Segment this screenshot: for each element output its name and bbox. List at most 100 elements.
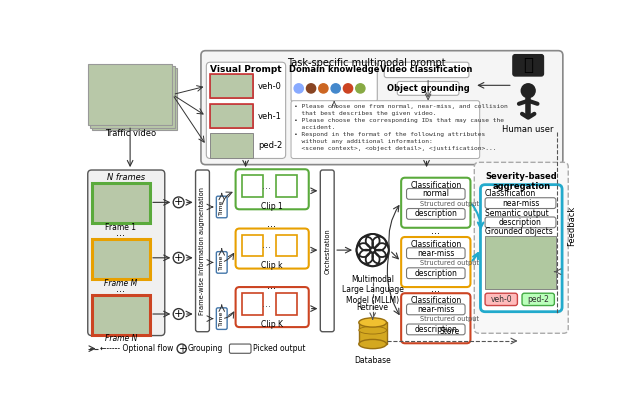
Text: Structured output: Structured output xyxy=(420,201,479,207)
FancyBboxPatch shape xyxy=(216,308,227,329)
Text: Picked output: Picked output xyxy=(253,344,305,353)
Circle shape xyxy=(294,84,303,93)
Text: ped-2: ped-2 xyxy=(258,141,282,150)
Text: near-miss: near-miss xyxy=(502,199,539,208)
Text: Clip 1: Clip 1 xyxy=(261,202,283,211)
Text: ...: ... xyxy=(262,241,271,251)
Text: Time: Time xyxy=(220,311,224,326)
Text: description: description xyxy=(414,325,457,334)
Text: Feedback: Feedback xyxy=(566,206,576,245)
Circle shape xyxy=(331,84,340,93)
Text: ...: ... xyxy=(268,280,276,291)
FancyBboxPatch shape xyxy=(513,54,543,76)
Text: ...: ... xyxy=(116,228,125,238)
Text: Frame N: Frame N xyxy=(105,334,137,343)
Text: ...: ... xyxy=(262,299,271,309)
Text: ...: ... xyxy=(431,284,440,294)
FancyBboxPatch shape xyxy=(522,293,554,305)
FancyBboxPatch shape xyxy=(216,251,227,273)
Text: Video classification: Video classification xyxy=(380,65,473,75)
Bar xyxy=(92,69,177,130)
Text: Frame M: Frame M xyxy=(104,279,138,288)
Bar xyxy=(210,104,253,129)
Text: N frames: N frames xyxy=(107,173,145,182)
Ellipse shape xyxy=(359,318,387,327)
Bar xyxy=(210,74,253,98)
Text: Structured output: Structured output xyxy=(420,316,479,322)
Bar xyxy=(92,183,150,223)
Text: Visual Prompt: Visual Prompt xyxy=(210,65,282,75)
Text: Structured output: Structured output xyxy=(420,260,479,266)
Bar xyxy=(242,235,263,256)
FancyBboxPatch shape xyxy=(384,62,469,78)
Ellipse shape xyxy=(359,339,387,349)
FancyBboxPatch shape xyxy=(236,287,308,327)
Text: near-miss: near-miss xyxy=(417,305,454,314)
FancyBboxPatch shape xyxy=(320,170,334,332)
Text: Traffic video: Traffic video xyxy=(104,129,156,137)
Text: ...: ... xyxy=(116,285,125,294)
Circle shape xyxy=(307,84,316,93)
Bar xyxy=(210,133,253,158)
Bar xyxy=(276,175,297,197)
Text: ped-2: ped-2 xyxy=(527,295,549,304)
FancyBboxPatch shape xyxy=(291,62,378,102)
Circle shape xyxy=(173,309,184,320)
Text: ...: ... xyxy=(268,219,276,229)
Text: Clip K: Clip K xyxy=(260,320,283,328)
FancyBboxPatch shape xyxy=(406,248,465,259)
FancyBboxPatch shape xyxy=(230,344,251,353)
Circle shape xyxy=(319,84,328,93)
Text: veh-1: veh-1 xyxy=(258,112,282,120)
Bar xyxy=(88,64,172,125)
Text: +: + xyxy=(174,197,183,208)
Text: description: description xyxy=(414,269,457,278)
FancyBboxPatch shape xyxy=(406,268,465,278)
Text: Time: Time xyxy=(220,199,224,215)
Circle shape xyxy=(356,84,365,93)
FancyBboxPatch shape xyxy=(196,170,209,332)
Text: Frame-wise information augmentation: Frame-wise information augmentation xyxy=(200,187,205,315)
FancyBboxPatch shape xyxy=(485,293,517,305)
Circle shape xyxy=(173,252,184,263)
Text: description: description xyxy=(499,218,542,227)
Bar xyxy=(242,175,263,197)
Text: Object grounding: Object grounding xyxy=(387,84,470,93)
FancyBboxPatch shape xyxy=(401,237,470,287)
FancyBboxPatch shape xyxy=(236,169,308,209)
FancyBboxPatch shape xyxy=(88,170,164,336)
Circle shape xyxy=(344,84,353,93)
Text: normal: normal xyxy=(422,189,449,198)
FancyBboxPatch shape xyxy=(216,196,227,218)
Text: Task-specific multimodal prompt: Task-specific multimodal prompt xyxy=(287,58,446,68)
FancyBboxPatch shape xyxy=(474,162,568,333)
Bar xyxy=(210,74,253,98)
Text: ←----- Optional flow: ←----- Optional flow xyxy=(100,344,173,353)
FancyBboxPatch shape xyxy=(406,324,465,335)
FancyBboxPatch shape xyxy=(401,293,470,343)
Text: Time: Time xyxy=(220,255,224,270)
FancyBboxPatch shape xyxy=(481,185,562,312)
Text: near-miss: near-miss xyxy=(417,249,454,258)
Ellipse shape xyxy=(359,326,387,334)
Bar xyxy=(276,293,297,315)
Bar xyxy=(90,66,175,128)
Circle shape xyxy=(173,197,184,208)
Text: Grouping: Grouping xyxy=(188,344,223,353)
Bar xyxy=(92,239,150,279)
FancyBboxPatch shape xyxy=(236,229,308,268)
Text: Domain knowledge: Domain knowledge xyxy=(289,65,380,75)
FancyBboxPatch shape xyxy=(201,51,563,165)
Text: +: + xyxy=(174,253,183,263)
Text: Classification: Classification xyxy=(410,297,461,305)
Text: description: description xyxy=(414,210,457,218)
Text: Classification: Classification xyxy=(485,189,536,197)
Bar xyxy=(485,236,556,289)
Bar xyxy=(92,295,150,335)
Circle shape xyxy=(177,344,186,353)
Text: Classification: Classification xyxy=(410,240,461,249)
Text: Multimodal
Large Language
Model (MLLM): Multimodal Large Language Model (MLLM) xyxy=(342,275,404,305)
Bar xyxy=(242,293,263,315)
Text: Store: Store xyxy=(440,327,460,337)
Text: +: + xyxy=(178,344,186,354)
